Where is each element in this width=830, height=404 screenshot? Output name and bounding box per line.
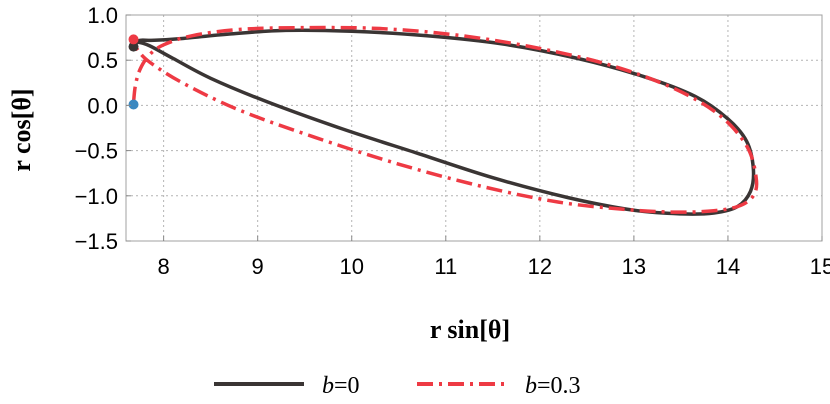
plot-frame xyxy=(125,14,823,242)
start-point-marker-0 xyxy=(128,41,139,52)
legend-value: =0 xyxy=(334,373,360,399)
y-tick-label: 1.0 xyxy=(87,3,118,28)
y-tick-label: 0.0 xyxy=(87,93,118,118)
y-axis-title: r cos[θ] xyxy=(7,88,36,171)
legend-var: b xyxy=(322,373,334,399)
x-tick-label: 8 xyxy=(157,254,169,279)
x-tick-label: 15 xyxy=(810,254,830,279)
series-line-1 xyxy=(131,25,759,214)
y-tick-label: −0.5 xyxy=(75,139,118,164)
marker-layer xyxy=(128,34,139,110)
legend: b=0 b=0.3 xyxy=(214,373,581,399)
start-point-marker-1 xyxy=(128,34,139,45)
x-tick-label: 13 xyxy=(622,254,646,279)
legend-label-0: b=0 xyxy=(322,373,360,399)
y-tick-label: −1.0 xyxy=(75,184,118,209)
x-axis-title: r sin[θ] xyxy=(430,315,510,344)
series-line-0 xyxy=(131,28,756,216)
tick-labels: 8 9 10 11 12 13 14 15 1.0 0.5 0.0 −0.5 −1.0 −1.5 xyxy=(75,3,830,279)
y-tick-label: 0.5 xyxy=(87,48,118,73)
legend-var: b xyxy=(525,373,537,399)
x-tick-label: 12 xyxy=(528,254,552,279)
start-point-marker-2 xyxy=(128,99,139,110)
legend-value: =0.3 xyxy=(537,373,581,399)
legend-label-1: b=0.3 xyxy=(525,373,581,399)
x-tick-label: 9 xyxy=(252,254,264,279)
series-layer xyxy=(131,25,759,216)
x-tick-label: 11 xyxy=(434,254,457,279)
grid-lines xyxy=(126,14,823,242)
x-tick-label: 10 xyxy=(339,254,363,279)
y-tick-label: −1.5 xyxy=(75,229,118,254)
x-tick-label: 14 xyxy=(716,254,740,279)
